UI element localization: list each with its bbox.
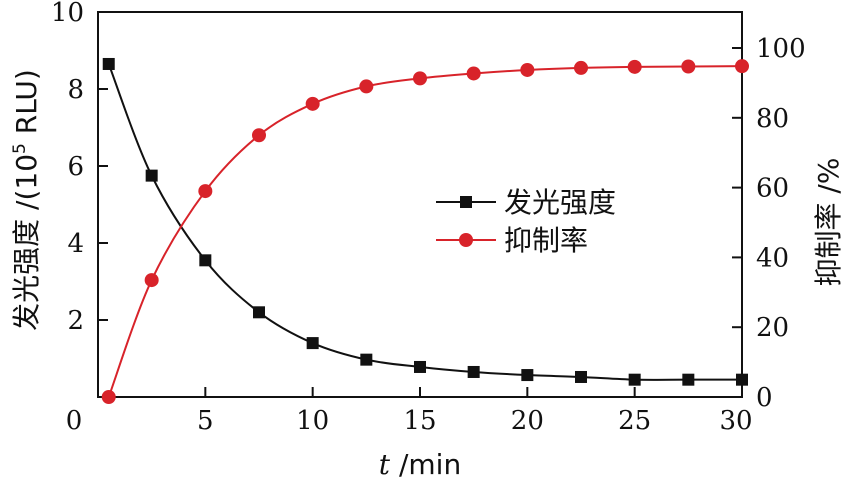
- series-2-point: [520, 62, 535, 77]
- y-left-title-end: RLU): [10, 69, 43, 143]
- series-2-point: [413, 71, 427, 86]
- series-2-point: [627, 59, 642, 74]
- x-tick-label: 5: [197, 406, 214, 436]
- x-tick-label: 0: [66, 406, 83, 436]
- x-tick-label: 15: [403, 406, 436, 436]
- series-1-point: [102, 57, 115, 70]
- y-left-tick-label: 6: [67, 152, 84, 182]
- x-tick-label: 10: [296, 406, 329, 436]
- y-right-axis-title: 抑制率 /%: [812, 158, 845, 287]
- y-left-tick-label: 8: [67, 75, 84, 105]
- x-tick-label: 20: [511, 406, 544, 436]
- y-left-axis-title: 发光强度 /(105 RLU): [10, 69, 43, 331]
- series-1-point: [736, 373, 748, 386]
- legend-label-2: 抑制率: [504, 224, 588, 257]
- y-left-tick-label: 10: [51, 0, 84, 28]
- series-2-point: [574, 60, 588, 75]
- series-1-point: [414, 360, 426, 373]
- y-right-tick-label: 20: [756, 313, 789, 343]
- series-1-point: [521, 369, 534, 382]
- x-axis-var: t: [379, 448, 391, 481]
- y-right-tick-label: 100: [756, 34, 806, 64]
- series-2-point: [466, 66, 481, 81]
- x-axis-unit: /min: [390, 448, 461, 481]
- series-2-point: [252, 128, 266, 143]
- x-axis-title: t /min: [379, 448, 461, 481]
- legend-marker-circle: [459, 233, 473, 247]
- series-2-point: [101, 390, 116, 404]
- plot-area: [101, 57, 749, 404]
- y-right-tick-label: 0: [756, 383, 773, 413]
- series-1-point: [682, 373, 695, 386]
- axis-titles: t /min 发光强度 /(105 RLU) 抑制率 /%: [10, 69, 845, 481]
- series-2-point: [305, 96, 320, 111]
- series-2-point: [359, 79, 374, 94]
- y-left-title-main: 发光强度 /(10: [10, 154, 43, 331]
- series-1-point: [253, 306, 265, 319]
- series-1-point: [575, 370, 587, 383]
- y-left-tick-label: 2: [67, 306, 84, 336]
- y-right-tick-label: 40: [756, 243, 789, 273]
- legend-label-1: 发光强度: [504, 186, 616, 219]
- legend-marker-square: [460, 196, 472, 208]
- series-2-point: [735, 59, 749, 74]
- x-tick-label: 30: [719, 406, 752, 436]
- series-1-point: [199, 254, 212, 267]
- series-1-point: [360, 353, 373, 366]
- series-2-point: [144, 273, 159, 288]
- series-1-point: [628, 373, 641, 386]
- series-1-point: [145, 169, 158, 182]
- series-2-point: [198, 184, 213, 199]
- series-1-point: [467, 365, 480, 378]
- y-right-tick-label: 60: [756, 174, 789, 204]
- series-line-1: [107, 63, 742, 381]
- series-2-point: [681, 59, 696, 74]
- series-line-2: [107, 65, 743, 398]
- series-1-point: [306, 337, 319, 350]
- y-left-title-exp: 5: [10, 143, 30, 154]
- y-left-tick-label: 4: [67, 229, 84, 259]
- y-right-tick-label: 80: [756, 104, 789, 134]
- x-tick-label: 25: [618, 406, 651, 436]
